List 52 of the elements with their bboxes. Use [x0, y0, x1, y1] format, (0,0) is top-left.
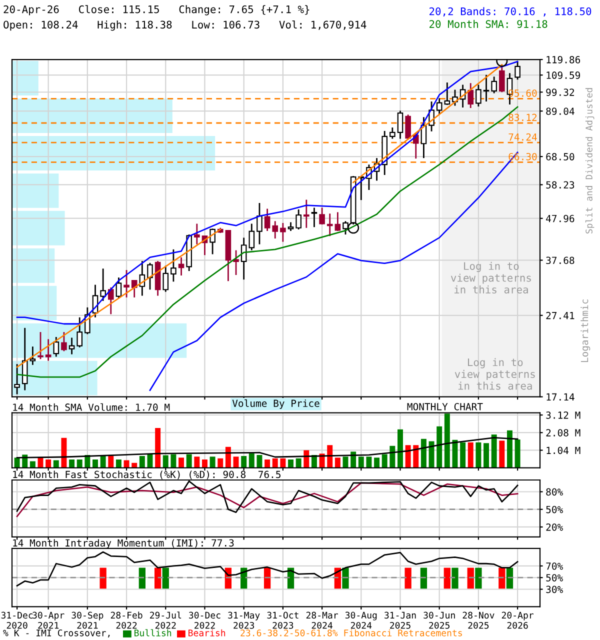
y-tick-label: 3.12 M — [546, 412, 580, 419]
x-tick-label: 30-Sep 2021 — [72, 612, 104, 629]
ref-line-label: 74.24 — [508, 133, 537, 141]
x-tick-label: 31-May 2023 — [228, 612, 260, 629]
x-tick-label: 29-Jul 2022 — [150, 612, 182, 629]
x-tick-label: 31-Oct 2023 — [267, 612, 298, 629]
text: Logarithmic — [580, 300, 590, 362]
x-tick-label: 30-Dec 2022 — [189, 612, 220, 629]
x-tick-label: 30-Aug 2024 — [345, 612, 377, 629]
annotation: Log in to view patterns in this area — [454, 358, 535, 390]
x-tick-label: 31-Jan 2025 — [384, 612, 416, 629]
text: 23.6-38.2-50-61.8% Fibonacci Retracements — [240, 629, 462, 636]
legend-label: Bearish — [188, 629, 226, 636]
text: Open: 108.24 High: 118.38 Low: 106.73 Vol: 1,670,914 — [4, 20, 366, 31]
x-tick-label: 30-Jun 2025 — [424, 612, 455, 629]
y-tick-label: 119.86 — [546, 56, 580, 64]
y-tick-label: 89.04 — [546, 108, 574, 115]
x-tick-label: 31-Dec 2020 — [1, 612, 33, 629]
chart-title: 14 Month SMA Volume: 1.70 M — [13, 403, 170, 411]
chart-title: 14 Month Intraday Momentum (IMI): 77.3 — [13, 539, 234, 548]
y-tick-label: 70% — [546, 562, 563, 570]
y-tick-label: 50% — [546, 506, 563, 514]
y-tick-label: 2.08 M — [546, 429, 580, 436]
text: Volume By Price — [232, 399, 320, 409]
x-tick-label: 28-Nov 2025 — [462, 612, 494, 629]
y-tick-label: 20% — [546, 523, 563, 531]
y-tick-label: 1.04 M — [546, 446, 580, 454]
y-tick-label: 17.14 — [546, 393, 574, 401]
text: MONTHLY CHART — [407, 403, 483, 410]
y-tick-label: 80% — [546, 488, 563, 496]
text: 20-Apr-26 Close: 115.15 Change: 7.65 {+7.1 %} — [4, 5, 310, 16]
legend-title: % K - IMI Crossover, — [3, 630, 110, 638]
chart-title: 14 Month Fast Stochastic (%K) (%D): 90.8 76.5 — [13, 470, 280, 480]
y-tick-label: 68.50 — [546, 153, 574, 160]
x-tick-label: 20-Apr 2026 — [502, 612, 534, 629]
text: 20 Month SMA: 91.18 — [430, 20, 548, 28]
y-tick-label: 99.32 — [546, 88, 574, 96]
x-tick-label: 28-Mar 2024 — [306, 612, 338, 629]
x-tick-label: 28-Feb 2022 — [110, 612, 142, 629]
x-tick-label: 30-Apr 2021 — [32, 612, 64, 629]
legend-label: Bullish — [134, 629, 172, 636]
ref-line-label: 83.12 — [508, 114, 537, 122]
y-tick-label: 37.68 — [546, 256, 574, 264]
text: 20,2 Bands: 70.16 , 118.50 — [430, 7, 592, 17]
y-tick-label: 47.96 — [546, 214, 574, 222]
y-axis-title: Split and Dividend Adjusted — [585, 88, 594, 234]
y-tick-label: 58.23 — [546, 181, 574, 189]
y-tick-label: 50% — [546, 574, 563, 582]
y-tick-label: 30% — [546, 586, 563, 594]
y-tick-label: 27.41 — [546, 312, 574, 320]
y-tick-label: 109.59 — [546, 72, 580, 79]
band-label: Log in to view patterns in this area — [450, 262, 531, 294]
